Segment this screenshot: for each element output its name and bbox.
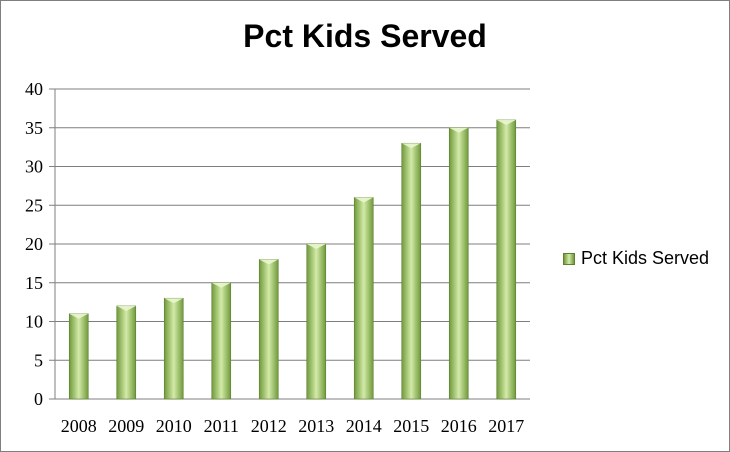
x-tick-label: 2015 xyxy=(393,416,429,436)
bar-2009 xyxy=(116,305,137,400)
bar-top-bevel xyxy=(211,282,231,288)
y-tick-label: 10 xyxy=(25,312,43,332)
bar-2011 xyxy=(211,282,232,400)
bar-top-bevel xyxy=(116,306,136,311)
bar-2010 xyxy=(163,297,184,400)
x-tick-label: 2016 xyxy=(441,416,477,436)
bar-top-bevel xyxy=(69,313,89,319)
y-tick-label: 35 xyxy=(25,118,43,138)
legend-swatch xyxy=(563,252,575,265)
bar-2013 xyxy=(306,243,327,400)
y-tick-label: 20 xyxy=(25,234,43,254)
x-tick-label: 2011 xyxy=(204,416,239,436)
bar-top-bevel xyxy=(449,127,469,133)
y-tick-label: 25 xyxy=(25,195,43,215)
x-tick-label: 2013 xyxy=(298,416,334,436)
x-tick-label: 2010 xyxy=(156,416,192,436)
bar-top-bevel xyxy=(259,259,279,265)
bar-top-bevel xyxy=(401,143,421,149)
y-tick-label: 40 xyxy=(25,79,43,99)
x-tick-label: 2017 xyxy=(488,416,524,436)
bar-top-bevel xyxy=(354,197,374,203)
x-tick-label: 2009 xyxy=(108,416,144,436)
legend-label: Pct Kids Served xyxy=(581,248,710,268)
legend: Pct Kids Served xyxy=(563,248,709,269)
bar-top-bevel xyxy=(164,298,184,304)
x-tick-label: 2008 xyxy=(61,416,97,436)
x-tick-label: 2014 xyxy=(346,416,382,436)
bar-2014 xyxy=(353,197,374,400)
bar-top-bevel xyxy=(306,244,326,249)
y-tick-label: 0 xyxy=(34,389,43,409)
y-tick-label: 15 xyxy=(25,273,43,293)
y-tick-label: 30 xyxy=(25,157,43,177)
bar-2017 xyxy=(496,119,517,400)
bar-2016 xyxy=(448,127,469,400)
bar-top-bevel xyxy=(496,120,516,125)
y-tick-label: 5 xyxy=(34,350,43,370)
bar-2012 xyxy=(258,259,279,400)
chart-title: Pct Kids Served xyxy=(243,18,487,54)
bar-2015 xyxy=(401,142,422,400)
bar-2008 xyxy=(68,313,89,400)
x-tick-label: 2012 xyxy=(251,416,287,436)
